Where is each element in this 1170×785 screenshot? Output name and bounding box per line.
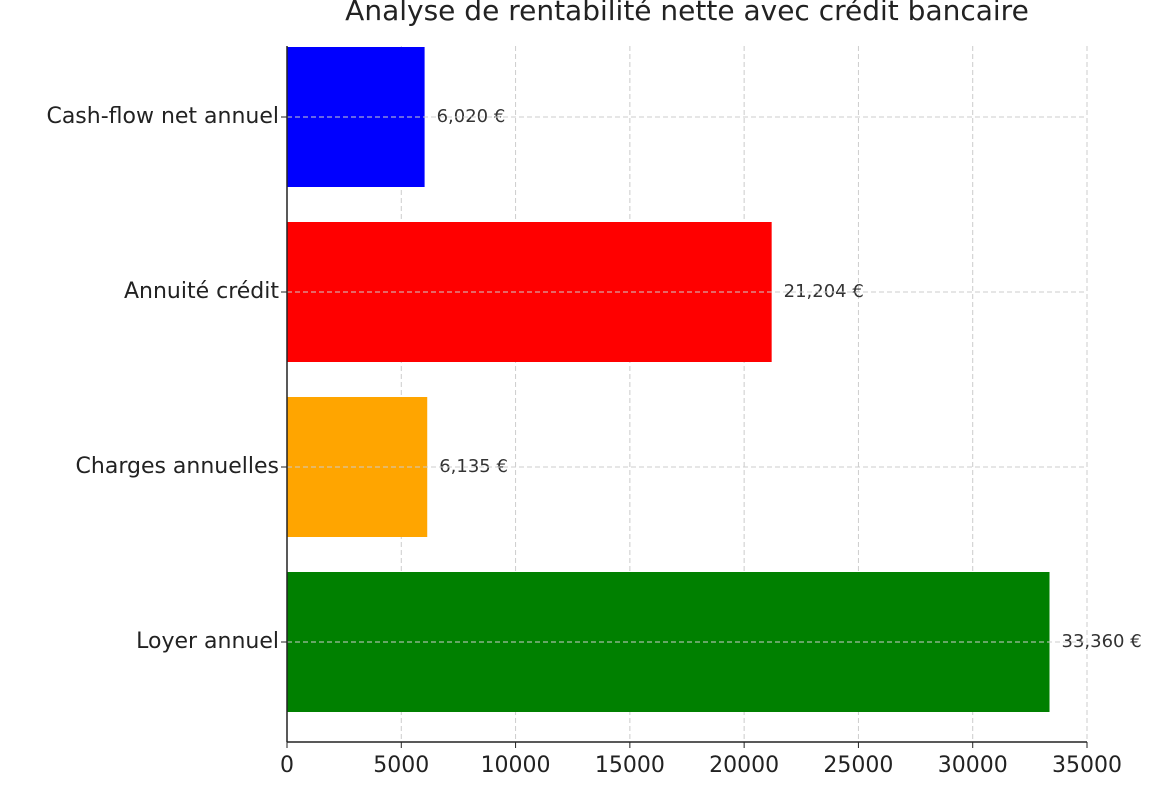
- x-tick-label: 35000: [1052, 753, 1122, 778]
- y-tick-label: Annuité crédit: [124, 279, 279, 304]
- bar: [287, 397, 428, 537]
- y-tick-label: Loyer annuel: [136, 629, 279, 654]
- y-tick-label: Cash-flow net annuel: [46, 104, 279, 129]
- x-tick-label: 10000: [481, 753, 551, 778]
- x-tick-label: 0: [280, 753, 294, 778]
- x-tick-label: 30000: [938, 753, 1008, 778]
- x-tick-label: 20000: [709, 753, 779, 778]
- chart-title: Analyse de rentabilité nette avec crédit…: [345, 0, 1029, 27]
- x-tick-label: 15000: [595, 753, 665, 778]
- value-label: 33,360 €: [1062, 631, 1142, 652]
- x-tick-label: 5000: [373, 753, 429, 778]
- y-tick-label: Charges annuelles: [76, 454, 279, 479]
- value-label: 6,020 €: [437, 106, 506, 127]
- x-tick-label: 25000: [823, 753, 893, 778]
